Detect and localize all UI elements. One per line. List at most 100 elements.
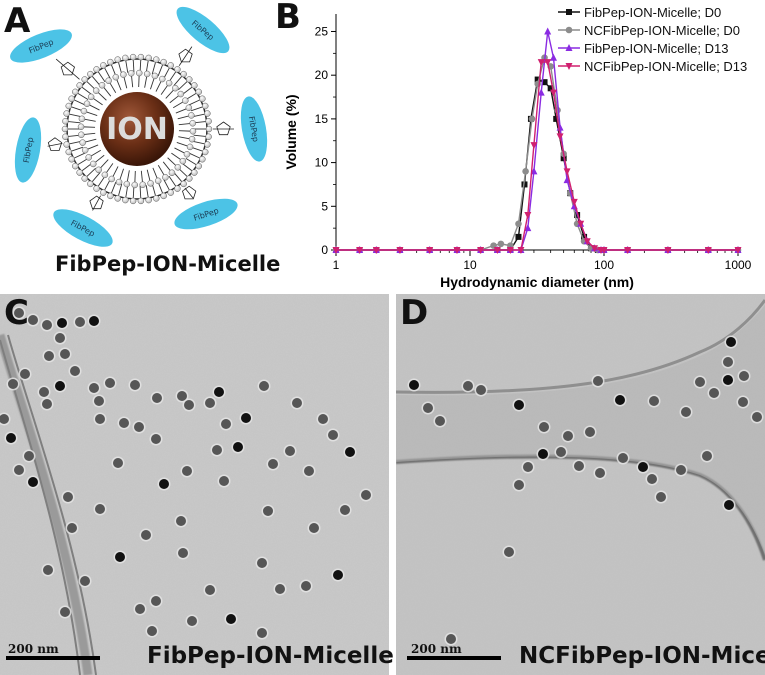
lipid-head bbox=[83, 100, 91, 107]
lipid-head bbox=[145, 54, 152, 62]
nanoparticle bbox=[595, 468, 605, 478]
data-point bbox=[396, 247, 404, 254]
nanoparticle bbox=[514, 480, 524, 490]
nanoparticle-group-d bbox=[395, 299, 765, 646]
lipid-tail bbox=[87, 144, 99, 150]
lipid-head bbox=[151, 72, 159, 80]
peptide-ellipse bbox=[174, 198, 238, 230]
membrane-film bbox=[396, 305, 765, 555]
data-point bbox=[577, 220, 585, 228]
lipid-tail bbox=[173, 76, 183, 86]
lipid-head bbox=[63, 110, 70, 117]
nanoparticle bbox=[42, 320, 52, 330]
nanoparticle bbox=[618, 453, 628, 463]
lipid-tail bbox=[169, 95, 179, 104]
scale-bar-label-d: 200 nm bbox=[411, 642, 462, 656]
nanoparticle bbox=[14, 465, 24, 475]
legend-label: FibPep-ION-Micelle; D0 bbox=[584, 5, 721, 20]
nanoparticle bbox=[94, 396, 104, 406]
nanoparticle bbox=[361, 490, 371, 500]
lipid-head bbox=[65, 102, 73, 110]
data-point bbox=[528, 115, 536, 123]
fibpep-peptide: FibPep bbox=[240, 96, 268, 162]
lipid-head bbox=[191, 82, 198, 89]
fibpep-peptide: FibPep bbox=[174, 198, 238, 230]
panel-d-tem-image bbox=[395, 294, 765, 675]
nanoparticle bbox=[6, 433, 16, 443]
lipid-tail bbox=[118, 62, 123, 75]
panel-c-tem-image bbox=[0, 294, 389, 675]
nanoparticle bbox=[333, 570, 343, 580]
nanoparticle bbox=[233, 442, 243, 452]
nanoparticle bbox=[89, 383, 99, 393]
data-point bbox=[477, 247, 485, 254]
maleimide-linkers bbox=[47, 46, 234, 211]
y-tick-label: 0 bbox=[321, 243, 328, 257]
peptide-ellipse bbox=[10, 29, 72, 63]
lipid-tail bbox=[81, 163, 92, 172]
lipid-tail bbox=[157, 164, 165, 175]
ion-core-label: ION bbox=[106, 112, 168, 147]
lipid-head bbox=[191, 169, 198, 176]
lipid-head bbox=[114, 56, 121, 63]
lipid-tail bbox=[84, 132, 96, 135]
fibpep-peptide: FibPep bbox=[53, 209, 113, 247]
legend-label: FibPep-ION-Micelle; D13 bbox=[584, 41, 729, 56]
lipid-tail bbox=[175, 108, 187, 114]
lipid-tail bbox=[144, 76, 148, 88]
nanoparticle bbox=[328, 430, 338, 440]
lipid-tail bbox=[91, 172, 101, 182]
lipid-tail bbox=[182, 163, 193, 172]
data-point bbox=[515, 220, 522, 228]
lipid-head bbox=[172, 84, 179, 92]
lipid-tail bbox=[165, 90, 174, 99]
lipid-head bbox=[180, 180, 187, 188]
lipid-head bbox=[100, 62, 107, 69]
nanoparticle bbox=[28, 477, 38, 487]
nanoparticle bbox=[263, 506, 273, 516]
nanoparticle bbox=[147, 626, 157, 636]
data-point bbox=[537, 59, 545, 67]
nanoparticle bbox=[676, 465, 686, 475]
nanoparticle bbox=[241, 413, 251, 423]
lipid-head bbox=[204, 110, 211, 117]
lipid-head bbox=[129, 53, 137, 61]
lipid-head bbox=[177, 90, 185, 98]
data-point bbox=[544, 27, 552, 35]
nanoparticle bbox=[409, 380, 419, 390]
lipid-head bbox=[162, 174, 169, 181]
lipid-tail bbox=[188, 152, 200, 159]
lipid-head bbox=[128, 70, 135, 77]
lipid-head bbox=[153, 56, 160, 63]
nanoparticle bbox=[726, 337, 736, 347]
nanoparticle bbox=[20, 369, 30, 379]
nanoparticle bbox=[177, 391, 187, 401]
nanoparticle bbox=[159, 479, 169, 489]
peptide-ellipse bbox=[240, 96, 268, 162]
lipid-tail bbox=[173, 172, 183, 182]
nanoparticle bbox=[89, 316, 99, 326]
scale-bar-d bbox=[407, 656, 501, 660]
lipid-head bbox=[76, 169, 83, 176]
lipid-head bbox=[199, 155, 206, 163]
legend-marker bbox=[565, 44, 573, 51]
nanoparticle bbox=[80, 576, 90, 586]
nanoparticle bbox=[257, 628, 267, 638]
lipid-head bbox=[72, 88, 79, 96]
nanoparticle bbox=[39, 387, 49, 397]
data-point bbox=[550, 89, 558, 97]
nanoparticle bbox=[345, 447, 355, 457]
nanoparticle bbox=[304, 466, 314, 476]
lipid-tail bbox=[81, 86, 92, 95]
data-point bbox=[493, 247, 501, 254]
nanoparticle bbox=[638, 462, 648, 472]
nanoparticle bbox=[268, 459, 278, 469]
lipid-head bbox=[188, 135, 196, 143]
fibre-edge bbox=[0, 339, 81, 675]
data-point bbox=[426, 247, 434, 254]
lipid-head bbox=[199, 95, 206, 103]
linker-bond bbox=[184, 187, 194, 199]
nanoparticle bbox=[184, 400, 194, 410]
panel-a-micelle-schematic: FibPep FibPep FibPep FibPep FibPep FibPep ION bbox=[10, 6, 268, 247]
data-point bbox=[591, 245, 599, 253]
